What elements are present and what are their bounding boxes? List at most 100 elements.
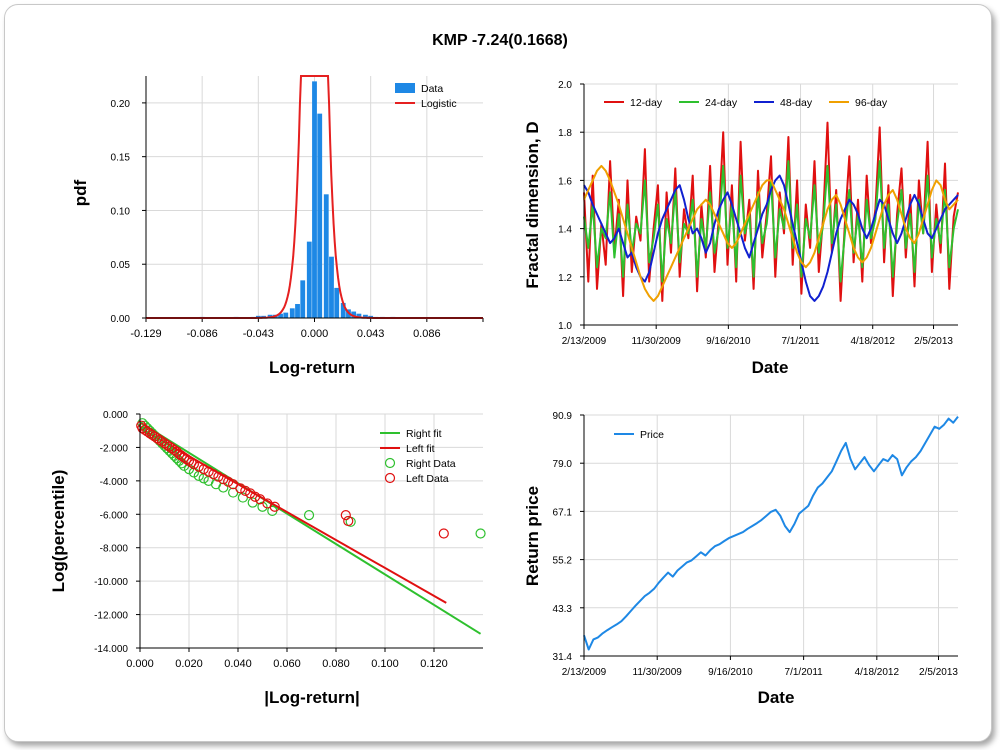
histogram-bar: [323, 194, 329, 318]
x-tick-label: 0.086: [413, 328, 441, 340]
x-tick-label: -0.086: [187, 328, 218, 340]
x-tick-label: 0.080: [322, 658, 350, 670]
y-tick-label: 0.00: [111, 314, 131, 325]
left-data-point: [240, 485, 251, 496]
histogram-bar: [306, 241, 312, 318]
left-data-point: [203, 466, 214, 477]
x-tick-label: 0.043: [357, 328, 385, 340]
y-tick-label: 0.05: [111, 260, 131, 271]
y-tick-label: -10.000: [94, 577, 128, 588]
right-data-point: [303, 510, 315, 521]
legend-label: Price: [640, 429, 664, 441]
y-tick-label: 1.4: [558, 225, 572, 236]
x-tick-label: -0.129: [130, 328, 161, 340]
y-tick-label: -14.000: [94, 644, 128, 655]
series-line-Price: [583, 415, 959, 651]
tails-ylabel: Log(percentile): [49, 470, 68, 593]
y-tick-label: -2.000: [100, 443, 129, 454]
left-data-point: [223, 476, 234, 487]
histogram-bar: [295, 304, 300, 318]
x-tick-label: 2/5/2013: [919, 667, 958, 678]
histogram-bar: [278, 313, 283, 318]
x-tick-label: 0.060: [273, 658, 301, 670]
y-tick-label: 67.1: [553, 507, 573, 518]
x-tick-label: 9/16/2010: [708, 667, 753, 678]
fractal-ylabel: Fractal dimension, D: [523, 121, 542, 288]
x-tick-label: 0.000: [126, 658, 154, 670]
legend-label: Left Data: [406, 473, 449, 485]
legend-label: 12-day: [630, 97, 663, 109]
legend-label: 96-day: [855, 97, 888, 109]
tails-xlabel: |Log-return|: [264, 688, 359, 707]
y-tick-label: 1.6: [558, 176, 572, 187]
left-data-point: [343, 515, 354, 527]
pdf-ylabel: pdf: [71, 179, 90, 206]
x-tick-label: 4/18/2012: [855, 667, 900, 678]
legend-label: Left fit: [406, 443, 435, 455]
price-ylabel: Return price: [523, 486, 542, 586]
pdf-xlabel: Log-return: [269, 358, 355, 377]
x-tick-label: 7/1/2011: [785, 667, 824, 678]
left-data-point: [188, 459, 199, 470]
y-tick-label: 0.15: [111, 153, 131, 164]
histogram-bar: [312, 81, 317, 318]
legend-swatch: [384, 457, 396, 469]
left-data-point: [269, 501, 280, 512]
figure-title: KMP -7.24(0.1668): [432, 32, 568, 49]
legend-label: Data: [421, 83, 443, 95]
x-tick-label: 2/5/2013: [914, 336, 953, 347]
y-tick-label: 55.2: [553, 556, 573, 567]
legend-label: Right Data: [406, 458, 456, 470]
legend-label: 24-day: [705, 97, 738, 109]
x-tick-label: 0.000: [301, 328, 329, 340]
x-tick-label: 9/16/2010: [706, 336, 751, 347]
x-tick-label: 0.120: [420, 658, 448, 670]
series-line-96-day: [583, 164, 959, 302]
left-data-point: [213, 471, 224, 482]
fractal-xlabel: Date: [752, 358, 789, 377]
x-tick-label: 0.020: [175, 658, 203, 670]
legend-label: Right fit: [406, 428, 442, 440]
x-tick-label: 7/1/2011: [781, 336, 820, 347]
y-tick-label: 1.2: [558, 273, 572, 284]
y-tick-label: 0.10: [111, 206, 131, 217]
plot-area: [140, 414, 483, 648]
histogram-bar: [317, 113, 323, 319]
price-xlabel: Date: [758, 688, 795, 707]
histogram-bar: [300, 280, 306, 318]
histogram-bar: [363, 314, 368, 318]
left-data-point: [438, 528, 449, 539]
histogram-bar: [351, 311, 357, 318]
x-tick-label: 0.040: [224, 658, 252, 670]
left-data-point: [193, 461, 204, 472]
left-data-point: [198, 464, 209, 475]
left-data-point: [235, 483, 246, 494]
left-data-point: [218, 474, 229, 485]
x-tick-label: 2/13/2009: [562, 667, 607, 678]
left-data-point: [250, 491, 261, 502]
right-data-point: [475, 528, 486, 539]
right-fit-line: [139, 421, 482, 635]
x-tick-label: 4/18/2012: [850, 336, 895, 347]
histogram-bar: [283, 312, 289, 318]
x-tick-label: -0.043: [243, 328, 274, 340]
y-tick-label: 1.8: [558, 128, 572, 139]
y-tick-label: -8.000: [100, 544, 129, 555]
y-tick-label: 31.4: [553, 652, 573, 663]
y-tick-label: 90.9: [553, 411, 573, 422]
histogram-bar: [356, 313, 362, 318]
y-tick-label: 0.000: [103, 410, 128, 421]
x-tick-label: 11/30/2009: [633, 667, 683, 678]
histogram-bar: [334, 287, 340, 318]
histogram-bar: [329, 256, 334, 318]
y-tick-label: 43.3: [553, 604, 573, 615]
plot-area: [584, 415, 958, 656]
y-tick-label: 1.0: [558, 321, 572, 332]
legend-label: 48-day: [780, 97, 813, 109]
y-tick-label: -4.000: [100, 477, 129, 488]
x-tick-label: 2/13/2009: [562, 336, 607, 347]
